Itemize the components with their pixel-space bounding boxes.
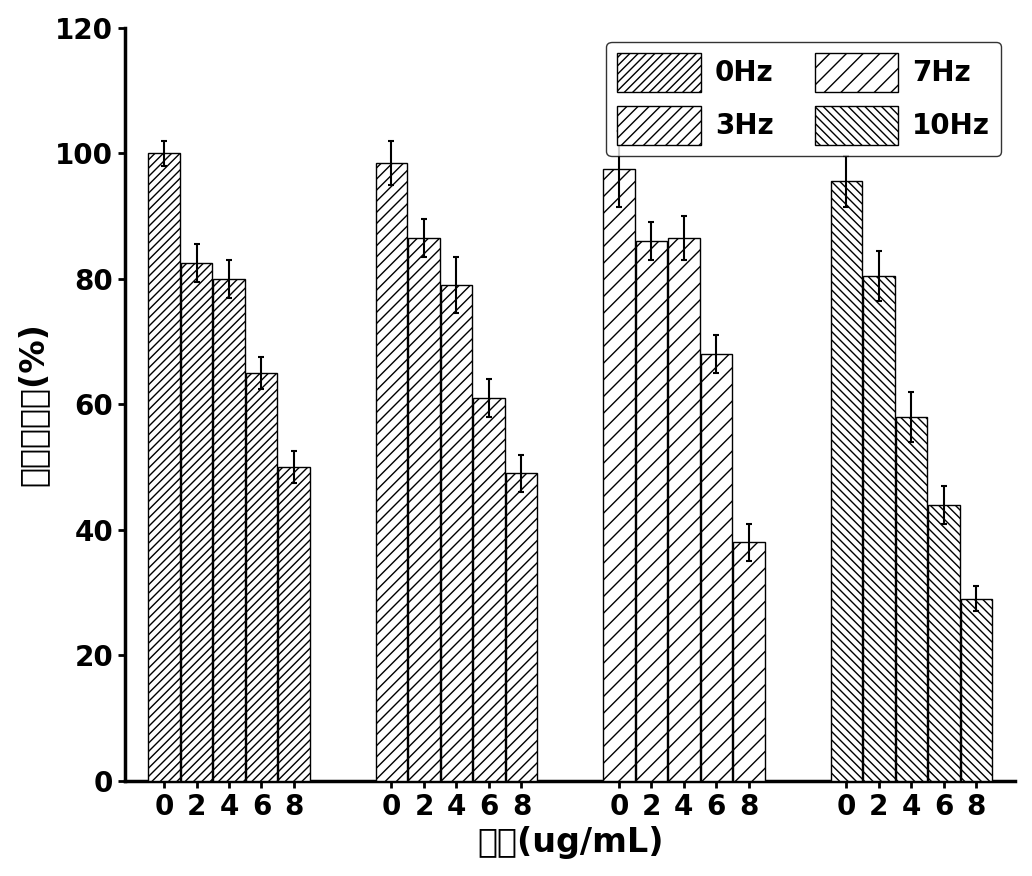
Bar — [928, 505, 960, 781]
Bar — [246, 373, 278, 781]
Bar — [181, 263, 213, 781]
Bar — [668, 238, 700, 781]
Bar — [279, 467, 310, 781]
Bar — [376, 163, 408, 781]
Bar — [149, 153, 180, 781]
Bar — [701, 354, 732, 781]
X-axis label: 浓度(ug/mL): 浓度(ug/mL) — [477, 826, 664, 859]
Bar — [863, 276, 895, 781]
Bar — [733, 542, 765, 781]
Bar — [214, 279, 245, 781]
Bar — [506, 473, 538, 781]
Bar — [409, 238, 440, 781]
Bar — [603, 169, 635, 781]
Bar — [441, 285, 473, 781]
Y-axis label: 细胞存活率(%): 细胞存活率(%) — [17, 322, 50, 486]
Bar — [474, 398, 505, 781]
Legend: 0Hz, 3Hz, 7Hz, 10Hz: 0Hz, 3Hz, 7Hz, 10Hz — [607, 41, 1001, 156]
Bar — [831, 181, 862, 781]
Bar — [896, 417, 927, 781]
Bar — [961, 599, 992, 781]
Bar — [636, 241, 667, 781]
